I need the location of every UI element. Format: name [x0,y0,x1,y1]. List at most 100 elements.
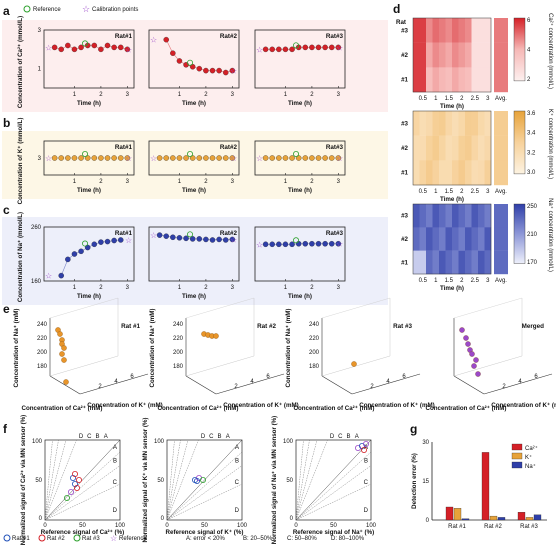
heatmap-cell [445,160,453,186]
data-point [163,36,169,43]
data-point [322,44,328,51]
data-point [104,155,111,161]
panel-e-ylabel: Concentration of K⁺ (mM) [491,402,556,409]
colorbar-tick: 4 [527,48,531,54]
data-point [302,44,309,51]
zone-line [166,439,199,521]
heatmap-cell [465,160,472,186]
plot-frame-k-3 [254,140,346,176]
heatmap-cell [432,204,440,228]
heatmap-cell [413,111,420,136]
heatmap-cell [413,250,420,275]
plot-frame-ca-1 [43,29,135,89]
data-point [209,67,216,74]
g-legend-label: Ca²⁺ [525,445,538,452]
xlabel-time: Time (h) [288,187,312,194]
heatmap-row-label: #1 [401,170,408,177]
data-point [196,155,203,161]
data-point [111,155,117,161]
zone-line [44,483,121,521]
heatmap-cell [465,18,472,43]
heatmap-cell [419,250,427,275]
f-point [199,476,206,483]
heatmap-cell [484,111,492,136]
heatmap-cell [471,160,479,186]
zone-line [44,439,59,521]
panel-e-xlabel: Concentration of Ca²⁺ (mM) [22,405,103,412]
x-tick: 1 [73,179,77,185]
heatmap-cell [445,227,453,251]
data-point [276,46,282,53]
heatmap-cell [484,250,492,275]
legend-reference: Reference [33,7,61,13]
legend-reference-star: ☆ [110,534,117,543]
data-point [216,155,222,161]
calibration-point: ☆ [125,154,132,163]
axis-x [185,375,217,395]
panel-k-background [2,131,388,199]
f-xtick: 50 [330,523,337,529]
heatmap-avg-cell [494,42,508,68]
x-tick: 2 [99,285,103,291]
panel-e-ztick: 220 [37,336,48,342]
data-point [58,155,64,161]
heatmap-cell [439,67,446,93]
data-point [71,155,78,161]
data-point [117,155,124,161]
data-point [269,46,275,53]
x-tick: 1 [178,285,182,291]
f-xtick: 100 [237,523,248,529]
axis-y [215,373,285,395]
heatmap-cell [413,67,420,93]
panel-e-ytick: 4 [518,379,522,385]
zone-line [166,439,181,521]
f-frame [44,439,121,521]
zone-line [166,465,243,521]
f-ylabel: Normalized signal of K⁺ via MN sensor (%… [142,418,149,543]
g-bar [525,517,534,521]
heatmap-xlabel: Time (h) [440,196,464,203]
data-point [276,241,282,248]
heatmap-avg-cell [494,67,508,93]
heatmap-cell [452,42,459,68]
xlabel-time: Time (h) [182,187,206,194]
zone-line [295,439,304,521]
data-point [315,44,322,51]
panel-e-ylabel: Concentration of K⁺ (mM) [223,402,298,409]
rat-title: Rat#1 [115,144,133,151]
f-xtick: 100 [366,523,377,529]
zone-label-top: A [355,434,359,440]
calibration-point: ☆ [256,154,263,163]
heatmap-cell [432,18,440,43]
x-tick: 1 [73,285,77,291]
rat-title: Rat#2 [220,230,238,237]
xlabel-time: Time (h) [77,293,101,300]
colorbar-label: K⁺ concentration (mmol/L) [547,109,554,179]
scatter-3d-panels: Rat #1 Concentration of Na⁺ (mM) 240 220 200… [13,297,556,412]
calibration-point: ☆ [45,272,52,281]
g-category: Rat #2 [484,524,502,530]
panel-e-title: Rat #3 [393,323,412,330]
g-category: Rat #3 [520,524,538,530]
g-bar [489,515,498,521]
heatmap-cell [452,111,459,136]
heatmap-cell [484,204,492,228]
data-point [196,236,203,242]
plot-frame-k-1 [43,140,135,176]
zone-line [295,451,372,521]
data-point [309,155,315,161]
xlabel-time: Time (h) [182,293,206,300]
heatmap-cell [471,111,479,136]
x-tick: 3 [126,179,130,185]
identity-line [166,439,243,521]
heatmap-cell [426,67,433,93]
f-ytick: 50 [35,478,42,484]
heatmap-cell [413,18,420,43]
data-point [262,155,269,161]
f-ytick: 50 [157,478,164,484]
legend-reference-f: Reference [119,536,147,542]
data-point [229,236,236,243]
heatmap-x-tick: 2.5 [471,278,480,284]
heatmap-x-tick: 1 [434,96,438,102]
